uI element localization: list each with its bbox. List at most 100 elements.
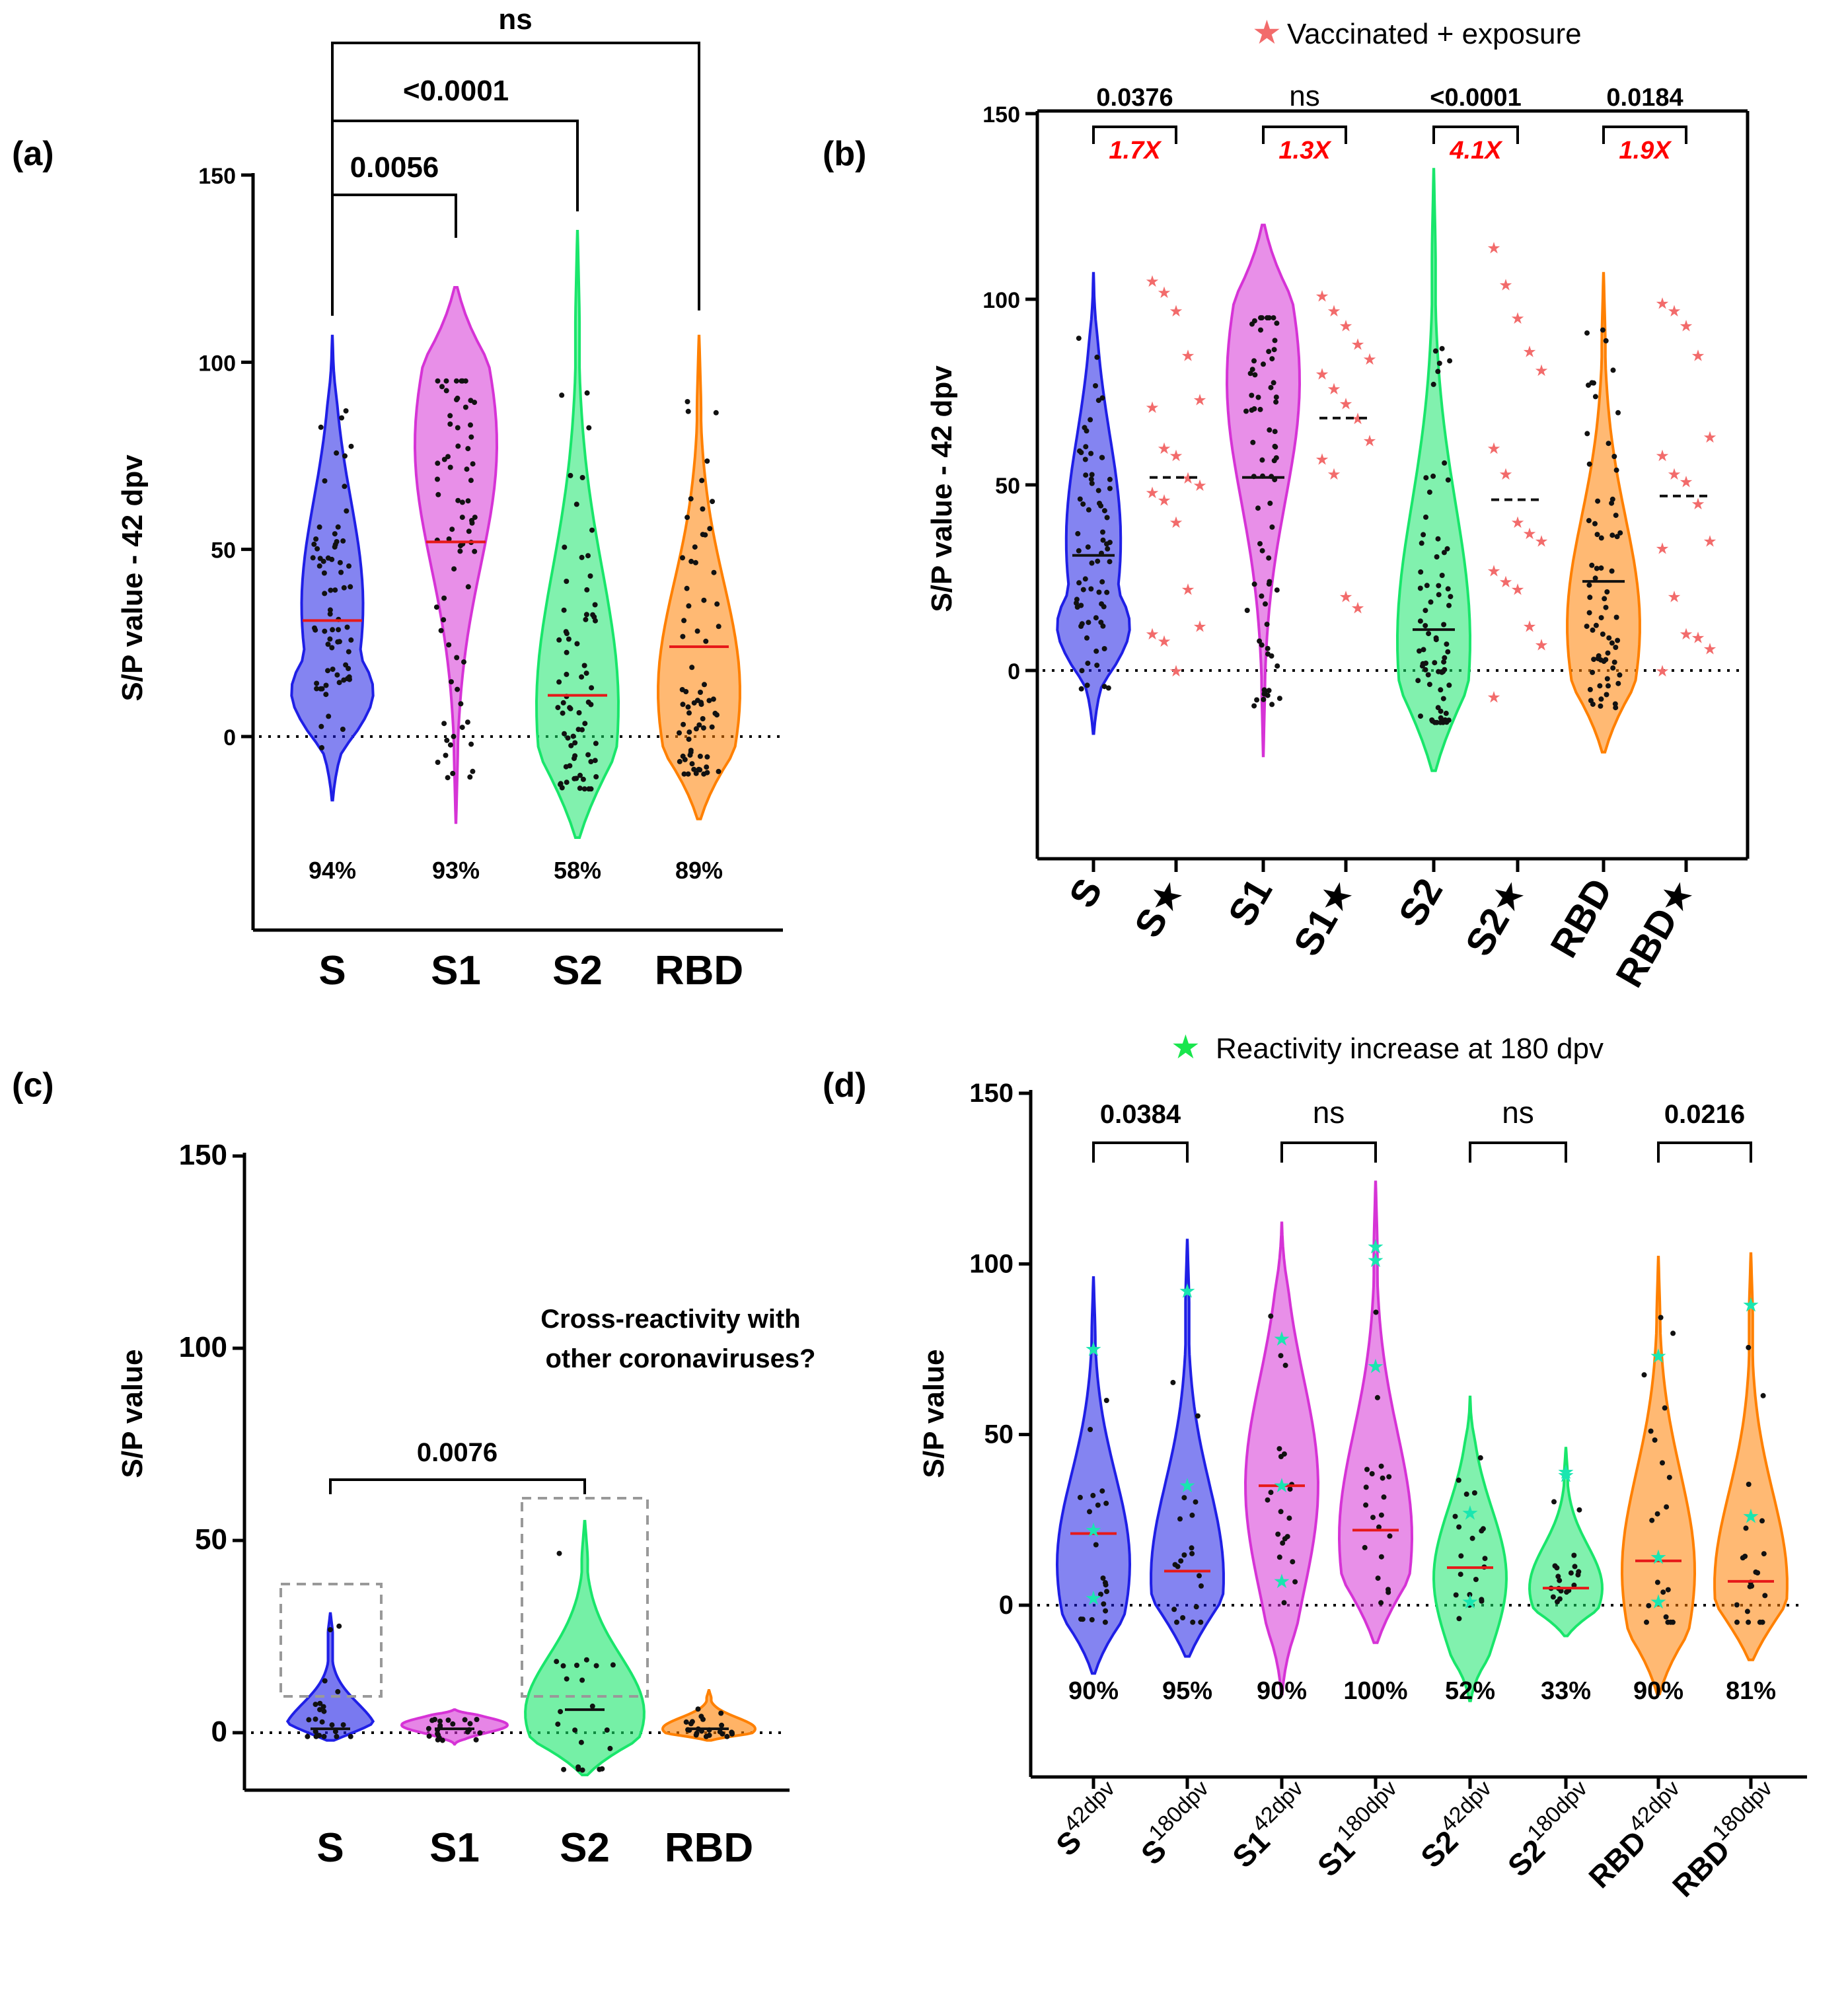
data-point (1670, 1330, 1676, 1336)
data-point (1363, 1502, 1369, 1508)
x-tick-label-S2: S2 (560, 1825, 610, 1871)
violin-S-180dpv (1150, 1239, 1225, 1658)
data-point (564, 631, 570, 636)
comparison-bracket-S-S2 (329, 1478, 586, 1494)
x-tick-label-S: S (316, 1825, 344, 1871)
data-point (465, 446, 471, 452)
data-point (718, 1710, 724, 1716)
data-point (599, 1766, 605, 1772)
data-point (572, 1727, 578, 1733)
data-point (565, 735, 571, 741)
data-point (556, 1550, 562, 1556)
data-point (1425, 672, 1431, 678)
data-point (1193, 1499, 1199, 1505)
data-point (1458, 1572, 1463, 1577)
data-point (1378, 1554, 1384, 1560)
data-point (1251, 703, 1257, 709)
data-point (581, 663, 587, 669)
data-point (1099, 579, 1105, 585)
data-point (447, 742, 453, 748)
comparison-p-value-S2: ns (1502, 1095, 1534, 1130)
cross-reactivity-annotation-line2: other coronaviruses? (545, 1344, 815, 1373)
data-point (1442, 460, 1448, 466)
data-point (1594, 532, 1600, 538)
data-point (1434, 554, 1440, 560)
x-tick-label-superscript: 42dpv (1247, 1776, 1308, 1836)
data-point (1609, 496, 1615, 502)
data-point (1259, 548, 1265, 554)
vaccinated-star-point: ★ (1193, 618, 1207, 636)
data-point (305, 1733, 311, 1739)
data-point (348, 443, 354, 449)
vaccinated-star-point: ★ (1703, 532, 1717, 550)
data-point (1430, 473, 1436, 479)
data-point (322, 591, 328, 597)
data-point (1104, 1589, 1109, 1595)
vaccinated-star-point: ★ (1487, 688, 1501, 706)
x-tick-label-S1-180dpv: S1180dpv (1306, 1776, 1414, 1883)
data-point (1264, 315, 1270, 321)
data-point (332, 587, 338, 593)
data-point (1098, 503, 1104, 509)
panel-d-plot-area: 050100150★★★90%S42dpv★★95%S180dpv★★★90%S… (969, 1079, 1807, 1903)
panel-d-y-tick-label: 50 (984, 1420, 1014, 1449)
data-point (313, 1702, 318, 1708)
data-point (451, 733, 457, 739)
data-point (316, 524, 322, 530)
data-point (1083, 472, 1089, 478)
data-point (1290, 1559, 1296, 1565)
data-point (1274, 587, 1280, 593)
data-point (1611, 659, 1617, 665)
increase-star-point: ★ (1085, 1339, 1103, 1361)
data-point (1102, 1619, 1108, 1625)
data-point (474, 1717, 480, 1722)
data-point (563, 764, 569, 770)
data-point (604, 1727, 610, 1733)
vaccinated-star-point: ★ (1339, 589, 1353, 606)
vaccinated-star-point: ★ (1145, 484, 1160, 502)
data-point (336, 1623, 342, 1629)
data-point (1598, 696, 1604, 702)
data-point (455, 395, 461, 401)
data-point (1086, 620, 1091, 626)
highlight-box-S2 (521, 1497, 649, 1698)
x-tick-label-superscript: 180dpv (1332, 1776, 1402, 1846)
data-point (700, 716, 706, 721)
data-point (1664, 1504, 1670, 1510)
data-point (579, 674, 585, 680)
data-point (1271, 347, 1277, 353)
x-tick-label-S-star: S★ (1127, 871, 1194, 945)
comparison-bracket-S-S2-label: <0.0001 (403, 75, 509, 107)
data-point (327, 1627, 333, 1633)
data-point (729, 1729, 735, 1735)
data-point (447, 421, 453, 427)
data-point (1598, 615, 1604, 621)
data-point (1555, 1599, 1560, 1605)
panel-a-plot-area: 0 50 100 150 94% S 93% S1 58% S2 89% RBD 0.0056 <0.00… (198, 3, 783, 994)
data-point (1438, 687, 1444, 693)
data-point (1088, 586, 1094, 592)
data-point (332, 1729, 338, 1735)
vaccinated-star-icon: ★ (1252, 14, 1282, 51)
data-point (1421, 647, 1426, 653)
data-point (1267, 500, 1273, 506)
data-point (1103, 1582, 1109, 1588)
data-point (1193, 1604, 1199, 1610)
x-tick-label-S: S (318, 948, 346, 994)
data-point (1095, 488, 1101, 493)
data-point (1247, 371, 1253, 377)
percentage-S1-180dpv: 100% (1343, 1677, 1407, 1705)
data-point (570, 733, 576, 739)
data-point (1423, 667, 1428, 672)
data-point (441, 721, 447, 727)
data-point (468, 422, 473, 428)
data-point (687, 752, 693, 758)
data-point (1458, 1553, 1464, 1559)
data-point (1755, 1570, 1761, 1575)
data-point (679, 687, 685, 692)
panel-b-y-tick-label: 0 (1008, 659, 1020, 684)
data-point (1589, 380, 1595, 386)
violin-S (290, 334, 375, 802)
data-point (1435, 536, 1441, 542)
data-point (1586, 461, 1592, 467)
